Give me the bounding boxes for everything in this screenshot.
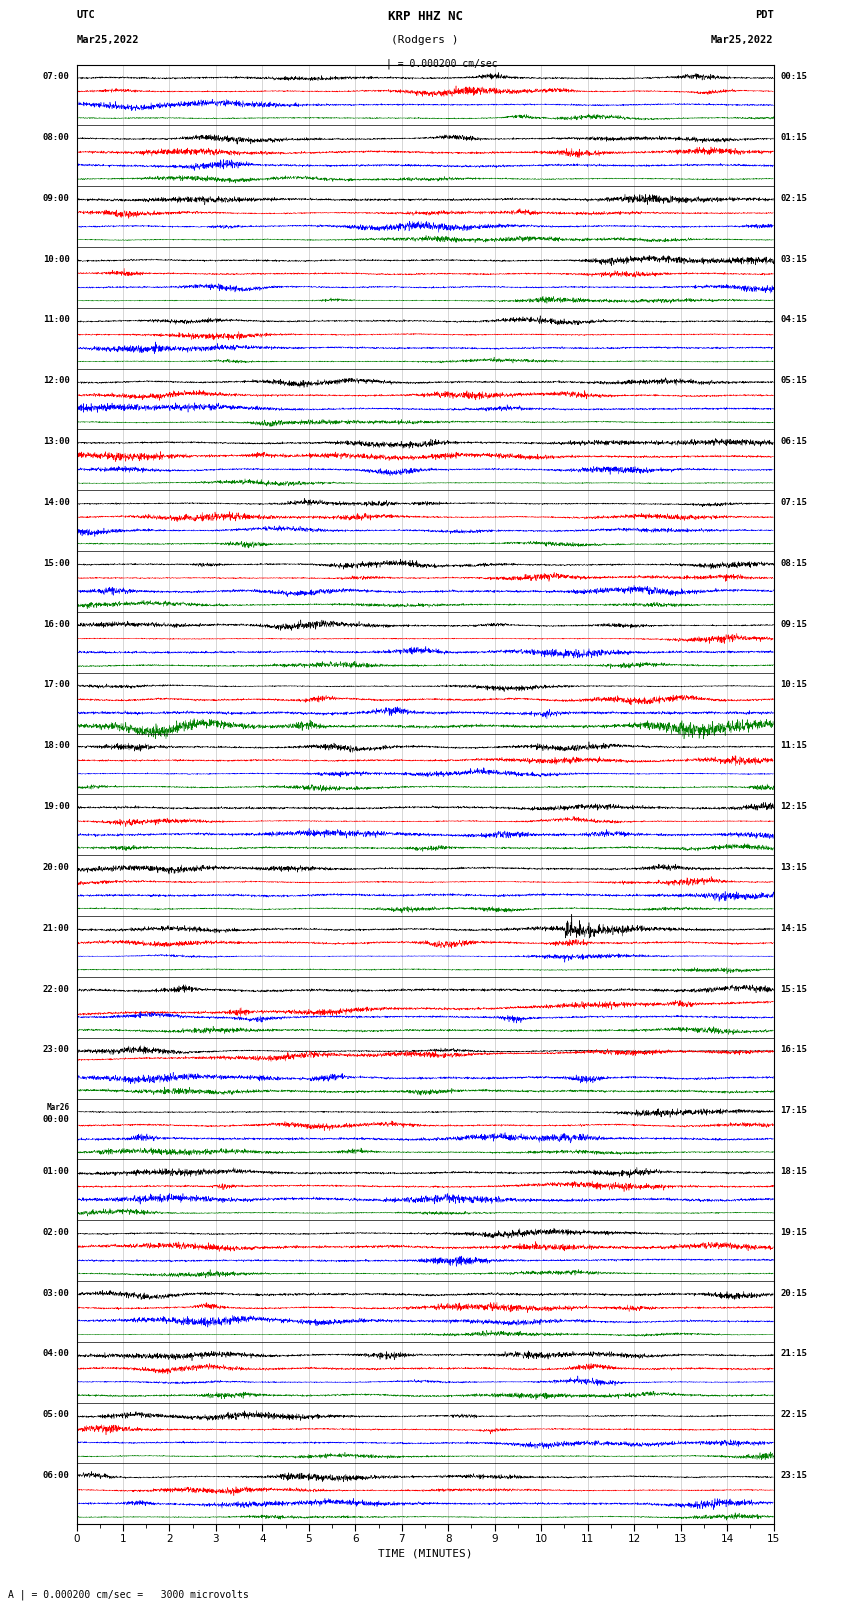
Text: 19:15: 19:15 [780, 1227, 808, 1237]
X-axis label: TIME (MINUTES): TIME (MINUTES) [377, 1548, 473, 1558]
Text: 16:15: 16:15 [780, 1045, 808, 1055]
Text: 23:15: 23:15 [780, 1471, 808, 1481]
Text: 22:00: 22:00 [42, 984, 70, 994]
Text: 06:15: 06:15 [780, 437, 808, 447]
Text: 05:15: 05:15 [780, 376, 808, 386]
Text: 00:15: 00:15 [780, 73, 808, 81]
Text: A | = 0.000200 cm/sec =   3000 microvolts: A | = 0.000200 cm/sec = 3000 microvolts [8, 1589, 249, 1600]
Text: 18:15: 18:15 [780, 1168, 808, 1176]
Text: PDT: PDT [755, 10, 774, 19]
Text: 02:00: 02:00 [42, 1227, 70, 1237]
Text: 00:00: 00:00 [42, 1115, 70, 1124]
Text: 22:15: 22:15 [780, 1410, 808, 1419]
Text: 07:00: 07:00 [42, 73, 70, 81]
Text: 10:15: 10:15 [780, 681, 808, 689]
Text: 17:00: 17:00 [42, 681, 70, 689]
Text: 21:00: 21:00 [42, 924, 70, 932]
Text: KRP HHZ NC: KRP HHZ NC [388, 10, 462, 23]
Text: 03:00: 03:00 [42, 1289, 70, 1297]
Text: Mar26: Mar26 [47, 1103, 70, 1111]
Text: 11:00: 11:00 [42, 316, 70, 324]
Text: 12:15: 12:15 [780, 802, 808, 811]
Text: 14:00: 14:00 [42, 498, 70, 506]
Text: 09:00: 09:00 [42, 194, 70, 203]
Text: 13:00: 13:00 [42, 437, 70, 447]
Text: 21:15: 21:15 [780, 1350, 808, 1358]
Text: 01:00: 01:00 [42, 1168, 70, 1176]
Text: 20:00: 20:00 [42, 863, 70, 873]
Text: 19:00: 19:00 [42, 802, 70, 811]
Text: 15:00: 15:00 [42, 558, 70, 568]
Text: 04:15: 04:15 [780, 316, 808, 324]
Text: UTC: UTC [76, 10, 95, 19]
Text: 10:00: 10:00 [42, 255, 70, 263]
Text: 01:15: 01:15 [780, 132, 808, 142]
Text: 15:15: 15:15 [780, 984, 808, 994]
Text: Mar25,2022: Mar25,2022 [76, 35, 139, 45]
Text: 05:00: 05:00 [42, 1410, 70, 1419]
Text: | = 0.000200 cm/sec: | = 0.000200 cm/sec [386, 58, 498, 69]
Text: 06:00: 06:00 [42, 1471, 70, 1481]
Text: 08:15: 08:15 [780, 558, 808, 568]
Text: Mar25,2022: Mar25,2022 [711, 35, 774, 45]
Text: 16:00: 16:00 [42, 619, 70, 629]
Text: 18:00: 18:00 [42, 742, 70, 750]
Text: 09:15: 09:15 [780, 619, 808, 629]
Text: 03:15: 03:15 [780, 255, 808, 263]
Text: 17:15: 17:15 [780, 1107, 808, 1115]
Text: 23:00: 23:00 [42, 1045, 70, 1055]
Text: 08:00: 08:00 [42, 132, 70, 142]
Text: 02:15: 02:15 [780, 194, 808, 203]
Text: 07:15: 07:15 [780, 498, 808, 506]
Text: 11:15: 11:15 [780, 742, 808, 750]
Text: (Rodgers ): (Rodgers ) [391, 35, 459, 45]
Text: 12:00: 12:00 [42, 376, 70, 386]
Text: 20:15: 20:15 [780, 1289, 808, 1297]
Text: 14:15: 14:15 [780, 924, 808, 932]
Text: 04:00: 04:00 [42, 1350, 70, 1358]
Text: 13:15: 13:15 [780, 863, 808, 873]
